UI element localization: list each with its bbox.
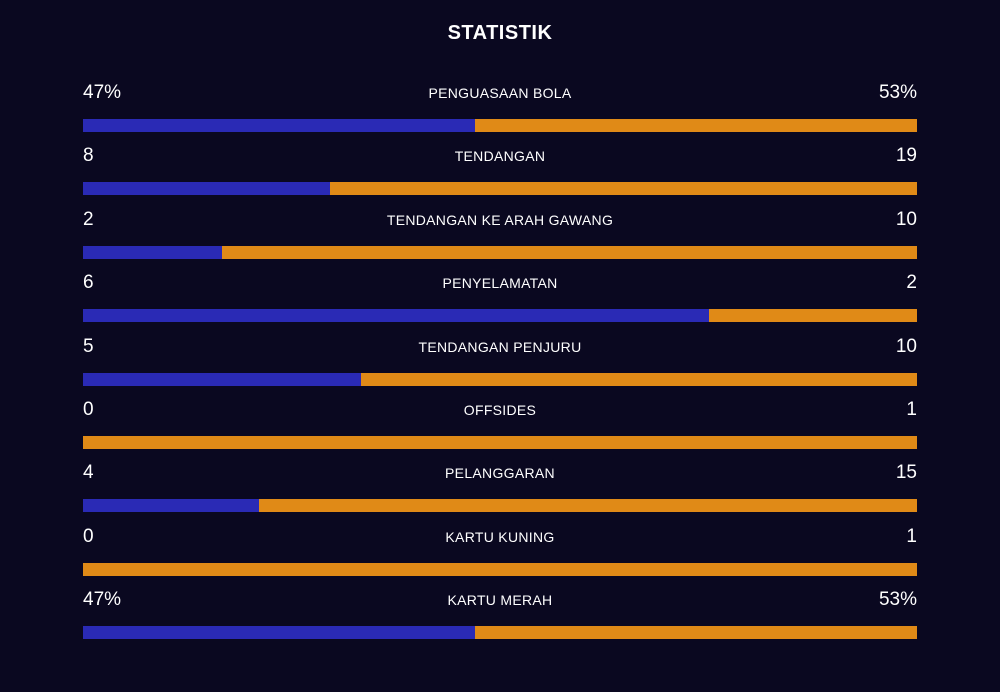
away-value: 10 <box>895 335 917 357</box>
stat-row: 5 TENDANGAN PENJURU 10 <box>83 334 917 397</box>
home-bar-segment <box>83 372 361 386</box>
away-value: 53% <box>878 589 917 611</box>
stat-values: 47% PENGUASAAN BOLA 53% <box>83 80 917 110</box>
stat-label: PENGUASAAN BOLA <box>428 85 572 101</box>
panel-title: STATISTIK <box>447 22 553 44</box>
stat-row: 47% KARTU MERAH 53% <box>83 587 917 650</box>
away-bar-segment <box>83 435 917 449</box>
stat-values: 0 KARTU KUNING 1 <box>83 524 917 554</box>
away-value: 10 <box>895 208 917 230</box>
stat-values: 0 OFFSIDES 1 <box>83 397 917 427</box>
stat-values: 8 TENDANGAN 19 <box>83 143 917 173</box>
home-bar-segment <box>83 626 475 640</box>
away-bar-segment <box>474 119 917 132</box>
comparison-bar <box>83 182 917 196</box>
home-value: 47% <box>83 82 122 103</box>
home-value: 4 <box>83 462 94 484</box>
away-bar-segment <box>83 562 917 576</box>
home-bar-segment <box>83 309 709 323</box>
away-value: 2 <box>906 272 917 294</box>
home-value: 0 <box>83 525 94 547</box>
stat-row: 47% PENGUASAAN BOLA 53% <box>83 80 917 143</box>
stat-row: 0 KARTU KUNING 1 <box>83 524 917 587</box>
home-bar-segment <box>83 182 331 196</box>
away-value: 19 <box>895 145 917 167</box>
stat-label: TENDANGAN PENJURU <box>418 338 582 355</box>
stat-row: 4 PELANGGARAN 15 <box>83 460 917 523</box>
away-bar-segment <box>222 245 917 259</box>
away-value: 15 <box>895 462 917 484</box>
stat-label: TENDANGAN <box>454 148 546 165</box>
stat-row: 0 OFFSIDES 1 <box>83 397 917 460</box>
home-value: 47% <box>83 589 122 611</box>
home-value: 8 <box>83 145 94 167</box>
home-bar-segment <box>83 499 259 513</box>
stat-label: PENYELAMATAN <box>442 275 558 292</box>
stat-label: OFFSIDES <box>463 401 537 418</box>
stat-values: 6 PENYELAMATAN 2 <box>83 270 917 300</box>
away-bar-segment <box>258 499 917 513</box>
away-value: 1 <box>906 525 917 547</box>
stat-values: 2 TENDANGAN KE ARAH GAWANG 10 <box>83 207 917 237</box>
comparison-bar <box>83 119 917 132</box>
stat-row: 2 TENDANGAN KE ARAH GAWANG 10 <box>83 207 917 270</box>
stat-values: 5 TENDANGAN PENJURU 10 <box>83 334 917 364</box>
comparison-bar <box>83 435 917 449</box>
home-value: 6 <box>83 272 94 294</box>
comparison-bar <box>83 626 917 640</box>
comparison-bar <box>83 499 917 513</box>
comparison-bar <box>83 245 917 259</box>
stat-label: KARTU KUNING <box>445 528 555 545</box>
home-bar-segment <box>83 245 223 259</box>
home-bar-segment <box>83 119 475 132</box>
comparison-bar <box>83 372 917 386</box>
away-bar-segment <box>360 372 917 386</box>
stat-values: 4 PELANGGARAN 15 <box>83 460 917 490</box>
stat-row: 6 PENYELAMATAN 2 <box>83 270 917 333</box>
comparison-bar <box>83 309 917 323</box>
stats-list: 47% PENGUASAAN BOLA 53% 8 TENDANGAN 19 2 TENDAN… <box>83 80 917 651</box>
stat-row: 8 TENDANGAN 19 <box>83 143 917 206</box>
stat-label: KARTU MERAH <box>447 592 553 609</box>
stat-label: TENDANGAN KE ARAH GAWANG <box>386 211 614 228</box>
home-value: 0 <box>83 398 94 420</box>
stat-label: PELANGGARAN <box>445 465 555 482</box>
away-bar-segment <box>330 182 917 196</box>
away-value: 1 <box>906 398 917 420</box>
home-value: 5 <box>83 335 94 357</box>
stat-values: 47% KARTU MERAH 53% <box>83 587 917 617</box>
away-value: 53% <box>878 82 917 103</box>
comparison-bar <box>83 562 917 576</box>
home-value: 2 <box>83 208 94 230</box>
away-bar-segment <box>708 309 917 323</box>
away-bar-segment <box>474 626 917 640</box>
